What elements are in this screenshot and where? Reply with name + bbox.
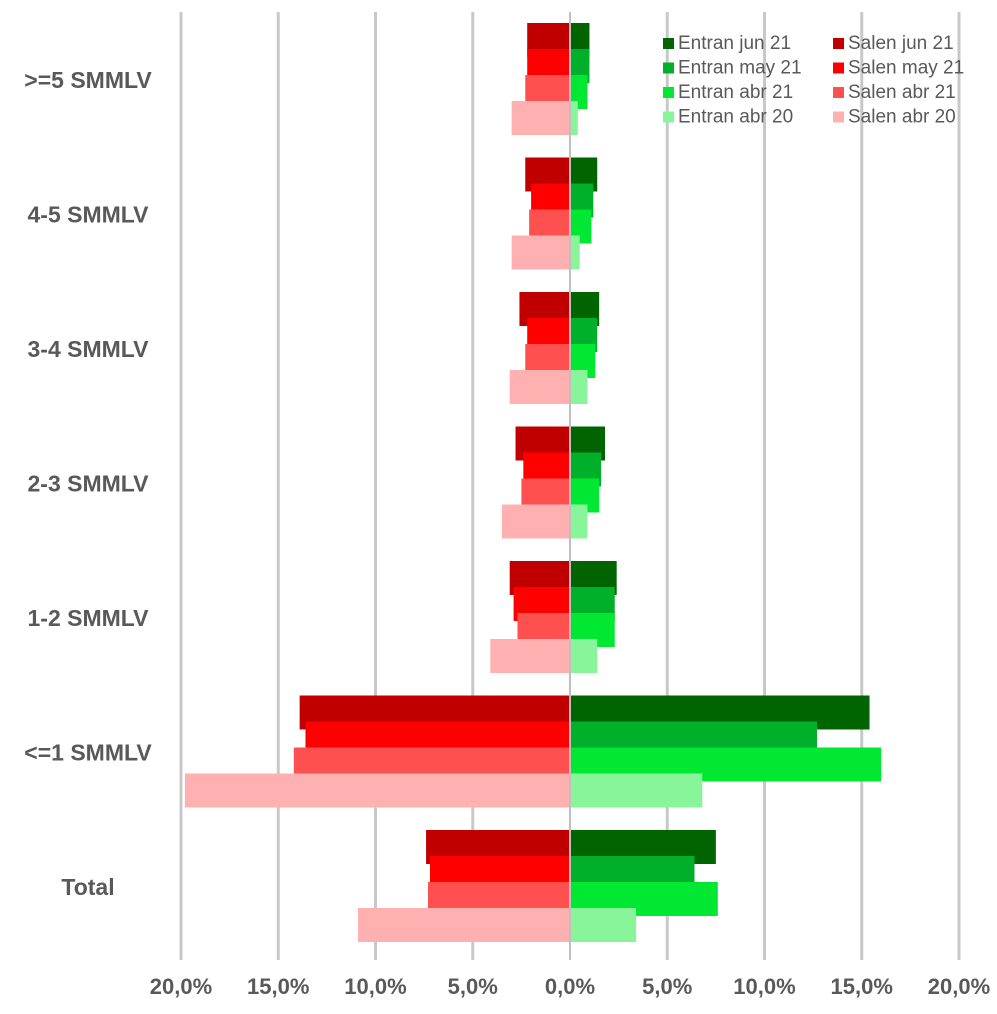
x-tick-label: 20,0% [928, 974, 990, 999]
bar-entran [570, 49, 590, 83]
bar-entran [570, 370, 588, 404]
category-labels: >=5 SMMLV 4-5 SMMLV 3-4 SMMLV 2-3 SMMLV 1-2 … [24, 67, 152, 900]
x-tick-label: 10,0% [733, 974, 795, 999]
legend: Entran jun 21 Entran may 21 Entran abr 21 E… [663, 33, 964, 128]
category-label: Total [61, 874, 114, 900]
legend-label: Salen abr 20 [848, 107, 956, 128]
bar-entran [570, 209, 592, 244]
bar-salen [509, 370, 570, 404]
x-tick-label: 15,0% [831, 974, 893, 999]
legend-swatch [833, 87, 844, 98]
bar-salen [511, 101, 570, 135]
legend-label: Entran jun 21 [678, 33, 791, 54]
x-tick-label: 5,0% [642, 974, 692, 999]
bar-entran [570, 908, 637, 942]
bars [184, 23, 882, 942]
bar-entran [570, 101, 578, 135]
category-label: 4-5 SMMLV [28, 202, 150, 228]
bar-entran [570, 183, 594, 218]
category-label: 1-2 SMMLV [28, 605, 150, 631]
legend-swatch [663, 111, 674, 123]
category-label: <=1 SMMLV [24, 740, 152, 766]
bar-entran [570, 504, 588, 539]
legend-label: Salen may 21 [848, 58, 964, 79]
legend-swatch [663, 62, 674, 74]
legend-swatch [663, 38, 674, 49]
bar-salen [501, 504, 570, 539]
bar-salen [357, 908, 570, 942]
bar-entran [570, 235, 580, 270]
category-label: >=5 SMMLV [24, 67, 152, 93]
legend-label: Salen jun 21 [848, 33, 954, 54]
x-tick-labels: 20,0% 15,0% 10,0% 5,0% 0,0% 5,0% 10,0% 15,0% 20,… [150, 974, 990, 999]
bar-salen [511, 235, 570, 270]
gridlines [179, 12, 961, 960]
x-tick-label: 0,0% [545, 974, 595, 999]
legend-label: Entran abr 20 [678, 107, 793, 128]
legend-label: Salen abr 21 [848, 82, 956, 103]
bar-entran [570, 23, 590, 57]
category-label: 3-4 SMMLV [28, 336, 150, 362]
legend-label: Entran may 21 [678, 58, 802, 79]
category-label: 2-3 SMMLV [28, 471, 150, 497]
x-tick-label: 15,0% [247, 974, 309, 999]
bar-entran [570, 773, 703, 808]
legend-swatch [833, 38, 844, 49]
bar-salen [490, 639, 570, 673]
x-tick-label: 10,0% [344, 974, 406, 999]
legend-label: Entran abr 21 [678, 82, 793, 103]
x-tick-label: 20,0% [150, 974, 212, 999]
bar-entran [570, 639, 598, 673]
legend-swatch [833, 62, 844, 74]
legend-swatch [663, 87, 674, 98]
bar-entran [570, 75, 588, 109]
bar-salen [184, 773, 570, 808]
legend-swatch [833, 111, 844, 123]
x-tick-label: 5,0% [448, 974, 498, 999]
